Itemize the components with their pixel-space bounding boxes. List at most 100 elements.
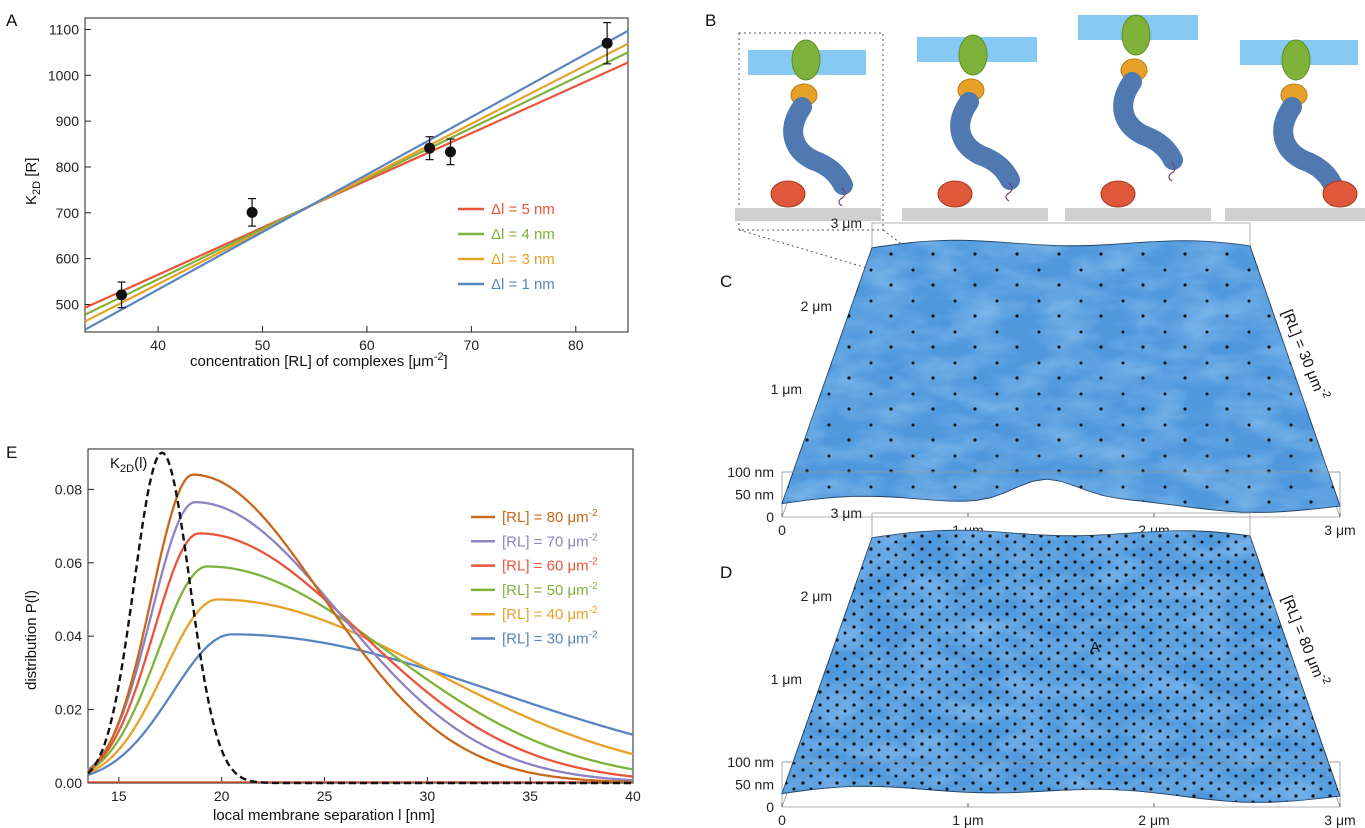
y-axis-label-a: K2D [R] [23,158,43,205]
y-tick-label: 3 μm [831,215,862,231]
x-tick-label: 40 [150,337,166,353]
fit-lines-a [84,29,629,331]
plot-frame-a [84,17,629,333]
y-tick-label: 0.00 [55,775,82,791]
y-tick-label: 2 μm [801,298,832,314]
y-tick-label: 2 μm [801,588,832,604]
protein-model [1065,14,1211,221]
substrate-bar [902,208,1048,221]
surface-annotation: A [1090,639,1100,656]
legend-label: Δl = 4 nm [491,226,555,243]
panel-a: A 500 600 700 800 900 1000 1100 40 50 60 70 80 Δl … [6,11,629,370]
x-ticks-a: 40 50 60 70 80 [150,326,584,353]
fit-line [84,61,629,309]
x-tick-label: 0 [778,522,786,538]
legend-label: [RL] = 80 μm-2 [502,508,598,526]
z-tick-label: 0 [766,509,774,525]
y-tick-label: 1100 [49,21,79,37]
green-domain [1281,39,1311,81]
y-tick-label: 500 [56,296,80,312]
x-ticks-e: 15 20 25 30 35 40 [111,777,641,804]
y-tick-label: 900 [56,113,80,129]
legend-label: Δl = 1 nm [491,276,555,293]
protein-model [735,39,881,221]
fit-line [84,29,629,331]
data-point [444,146,456,158]
y-tick-label: 3 μm [831,505,862,521]
linker [1005,182,1013,202]
y-tick-label: 0.08 [55,481,82,497]
y-axis-label-e: distribution P(l) [23,590,40,690]
x-axis-label-e: local membrane separation l [nm] [213,807,435,824]
legend-label: [RL] = 60 μm-2 [502,557,598,575]
x-tick-label: 2 μm [1138,812,1169,828]
x-tick-label: 40 [625,788,641,804]
red-domain [770,180,806,208]
blue-domain [783,97,853,195]
blue-domain [1113,72,1183,170]
red-domain [937,180,973,208]
distribution-curve [87,633,634,776]
legend-a: Δl = 5 nm Δl = 4 nm Δl = 3 nm Δl = 1 nm [458,201,555,293]
legend-label: Δl = 5 nm [491,201,555,218]
legend-label: [RL] = 70 μm-2 [502,532,598,550]
x-tick-label: 25 [317,788,333,804]
data-points-a [116,21,613,309]
z-tick-label: 100 nm [727,754,774,770]
x-tick-label: 1 μm [952,812,983,828]
substrate-bar [735,208,881,221]
blue-domain [950,92,1020,190]
substrate-bar [1225,208,1365,221]
x-tick-label: 15 [111,788,127,804]
x-tick-label: 35 [522,788,538,804]
x-tick-label: 0 [778,812,786,828]
protein-models [735,14,1365,221]
y-tick-label: 1 μm [771,381,802,397]
blue-domain [1273,97,1343,195]
red-domain [1100,180,1136,208]
protein-model [902,34,1048,221]
y-tick-label: 800 [56,159,80,175]
k2d-curve-label: K2D(l) [110,455,147,475]
y-tick-label: 600 [56,251,80,267]
distribution-curve [87,532,634,778]
x-tick-label: 30 [420,788,436,804]
protein-model [1225,39,1365,221]
legend-label: Δl = 3 nm [491,251,555,268]
x-tick-label: 60 [359,337,375,353]
legend-label: [RL] = 50 μm-2 [502,581,598,599]
substrate-bar [1065,208,1211,221]
x-tick-label: 20 [214,788,230,804]
y-ticks-e: 0.00 0.02 0.04 0.06 0.08 [55,481,94,791]
x-tick-label: 3 μm [1324,812,1355,828]
green-domain [791,39,821,81]
distribution-curve [87,598,634,775]
x-tick-label: 80 [568,337,584,353]
distribution-curve [87,501,634,782]
panel-e: E 0.00 0.02 0.04 0.06 0.08 15 20 25 30 35 40 [RL]… [6,443,641,824]
y-tick-label: 0.02 [55,702,82,718]
x-axis-label-a: concentration [RL] of complexes [μm-2] [190,351,448,370]
legend-label: [RL] = 30 μm-2 [502,630,598,648]
distribution-curves [87,473,634,784]
zoom-box [738,32,884,231]
bond-dots [782,530,1340,803]
y-tick-label: 1 μm [771,671,802,687]
green-domain [1121,14,1151,56]
y-tick-label: 0.06 [55,555,82,571]
panel-b: B [705,11,1365,231]
y-ticks-a: 500 600 700 800 900 1000 1100 [48,21,91,312]
y-tick-label: 1000 [48,67,79,83]
y-tick-label: 0.04 [55,628,82,644]
x-tick-label: 50 [255,337,271,353]
green-domain [958,34,988,76]
legend-label: [RL] = 40 μm-2 [502,605,598,623]
distribution-curve [87,473,633,784]
linker [1168,162,1176,182]
z-tick-label: 50 nm [735,487,774,503]
panel-label-d: D [720,563,732,582]
